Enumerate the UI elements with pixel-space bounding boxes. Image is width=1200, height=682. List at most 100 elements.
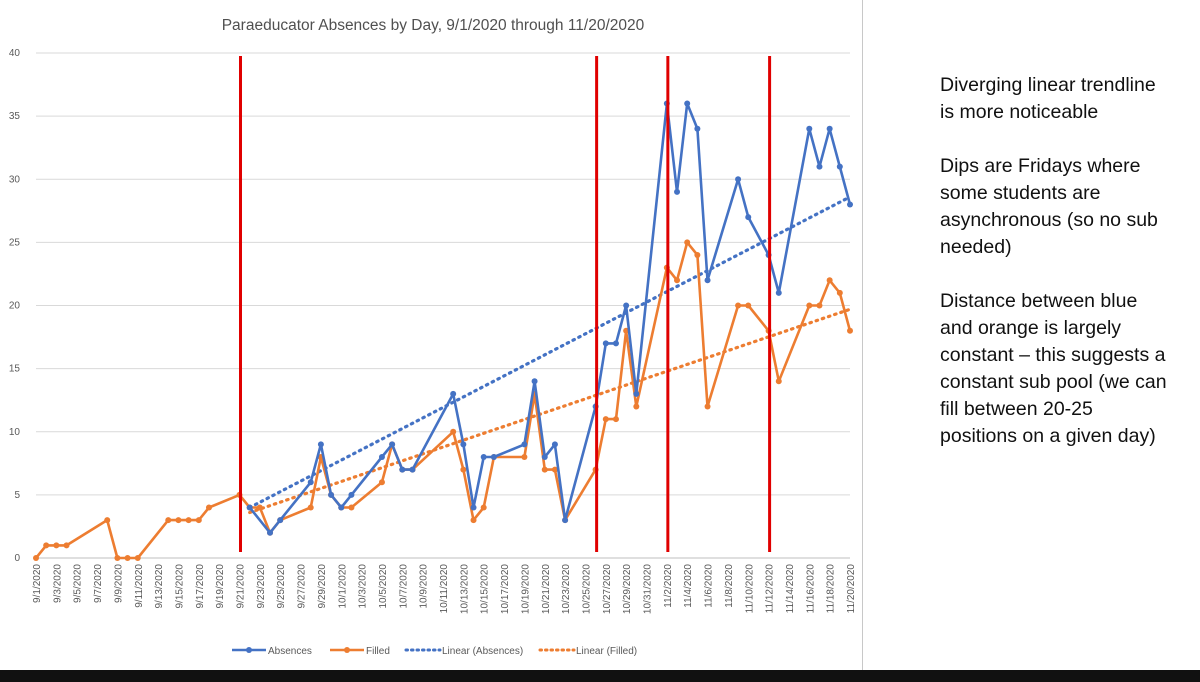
x-tick-label: 11/18/2020 — [826, 564, 837, 614]
x-tick-label: 9/11/2020 — [134, 564, 145, 608]
chart-panel: Paraeducator Absences by Day, 9/1/2020 t… — [8, 0, 863, 670]
data-point-filled — [63, 542, 70, 549]
y-tick-label: 5 — [14, 490, 20, 501]
x-tick-label: 10/11/2020 — [439, 564, 450, 614]
data-point-absences — [450, 390, 457, 397]
data-point-filled — [195, 517, 202, 524]
x-tick-label: 10/3/2020 — [358, 564, 369, 609]
data-point-filled — [612, 416, 619, 423]
data-point-filled — [134, 555, 141, 561]
data-point-filled — [205, 504, 212, 511]
data-point-absences — [806, 125, 813, 132]
data-point-absences — [612, 340, 619, 347]
data-point-absences — [826, 125, 833, 132]
data-point-filled — [704, 403, 711, 410]
data-point-filled — [450, 428, 457, 435]
y-tick-label: 40 — [9, 48, 21, 59]
x-tick-label: 10/5/2020 — [378, 564, 389, 609]
x-tick-label: 10/25/2020 — [581, 564, 592, 614]
x-tick-label: 10/27/2020 — [602, 564, 613, 614]
series-absences — [246, 100, 853, 536]
data-point-absences — [490, 454, 497, 460]
data-point-absences — [277, 517, 284, 524]
x-tick-label: 9/3/2020 — [52, 564, 63, 603]
x-tick-label: 9/19/2020 — [215, 564, 226, 609]
data-point-filled — [847, 327, 853, 334]
x-tick-labels: 9/1/2020 9/3/2020 9/5/2020 9/7/2020 9/9/2020… — [32, 564, 857, 614]
data-point-absences — [633, 390, 640, 397]
data-point-absences — [745, 214, 752, 221]
data-point-absences — [602, 340, 609, 347]
y-tick-labels: 0 5 10 15 20 25 30 35 40 — [9, 48, 21, 564]
x-tick-label: 9/13/2020 — [154, 564, 165, 609]
data-point-filled — [43, 542, 50, 549]
data-point-filled — [307, 504, 314, 511]
note-diverging-trendline: Diverging linear trendline is more notic… — [940, 74, 1156, 123]
data-point-absences — [735, 176, 742, 183]
data-point-absences — [399, 466, 406, 473]
data-point-filled — [470, 517, 477, 524]
y-tick-label: 10 — [9, 427, 21, 438]
data-point-filled — [104, 517, 111, 524]
data-point-filled — [480, 504, 487, 511]
data-point-filled — [114, 555, 121, 561]
data-point-absences — [816, 163, 823, 170]
chart-title: Paraeducator Absences by Day, 9/1/2020 t… — [222, 17, 645, 34]
legend: Absences Filled Linear (Absences) Linear (F… — [232, 646, 637, 657]
y-tick-label: 35 — [9, 111, 21, 122]
data-point-absences — [328, 491, 335, 498]
x-tick-label: 10/13/2020 — [459, 564, 470, 614]
bottom-bar — [0, 670, 1200, 682]
legend-marker-filled — [344, 647, 350, 653]
x-tick-label: 10/7/2020 — [398, 564, 409, 609]
data-point-absences — [317, 441, 324, 448]
data-point-filled — [745, 302, 752, 309]
y-tick-label: 25 — [9, 237, 21, 248]
data-point-filled — [684, 239, 691, 246]
y-tick-label: 30 — [9, 174, 21, 185]
x-tick-label: 9/7/2020 — [93, 564, 104, 603]
data-point-filled — [806, 302, 813, 309]
trendline-linear-filled — [248, 307, 852, 515]
data-point-absences — [694, 125, 701, 132]
data-point-absences — [267, 529, 274, 536]
data-point-absences — [470, 504, 477, 511]
trendline-linear-absences — [248, 195, 852, 510]
data-point-absences — [674, 188, 681, 195]
data-point-absences — [460, 441, 467, 448]
note-constant-sub-pool: Distance between blue and orange is larg… — [940, 290, 1167, 447]
data-point-filled — [348, 504, 355, 511]
x-tick-label: 10/17/2020 — [500, 564, 511, 614]
x-tick-label: 10/21/2020 — [541, 564, 552, 614]
x-tick-label: 10/19/2020 — [520, 564, 531, 614]
x-tick-label: 11/20/2020 — [846, 564, 857, 614]
data-point-filled — [674, 277, 681, 284]
x-tick-label: 9/9/2020 — [113, 564, 124, 603]
data-point-absences — [531, 378, 538, 385]
x-tick-label: 9/29/2020 — [317, 564, 328, 609]
data-point-absences — [704, 277, 711, 284]
notes-panel: Diverging linear trendline is more notic… — [940, 72, 1170, 477]
data-point-absences — [307, 479, 314, 486]
data-point-filled — [816, 302, 823, 309]
data-point-absences — [623, 302, 630, 309]
gridlines — [36, 52, 850, 559]
data-point-filled — [602, 416, 609, 423]
legend-label-linear-absences: Linear (Absences) — [442, 646, 523, 657]
data-point-filled — [541, 466, 548, 473]
x-tick-label: 10/1/2020 — [337, 564, 348, 609]
data-point-absences — [348, 491, 355, 498]
data-series — [33, 100, 853, 561]
x-tick-label: 11/4/2020 — [683, 564, 694, 608]
data-point-filled — [53, 542, 60, 549]
y-tick-label: 20 — [9, 301, 21, 312]
x-tick-label: 11/8/2020 — [724, 564, 735, 608]
x-tick-label: 10/9/2020 — [419, 564, 430, 609]
vertical-markers — [239, 56, 772, 552]
data-point-filled — [124, 555, 131, 561]
x-tick-label: 10/23/2020 — [561, 564, 572, 614]
data-point-filled — [378, 479, 385, 486]
data-point-absences — [562, 517, 569, 524]
x-tick-label: 10/29/2020 — [622, 564, 633, 614]
data-point-absences — [684, 100, 691, 107]
